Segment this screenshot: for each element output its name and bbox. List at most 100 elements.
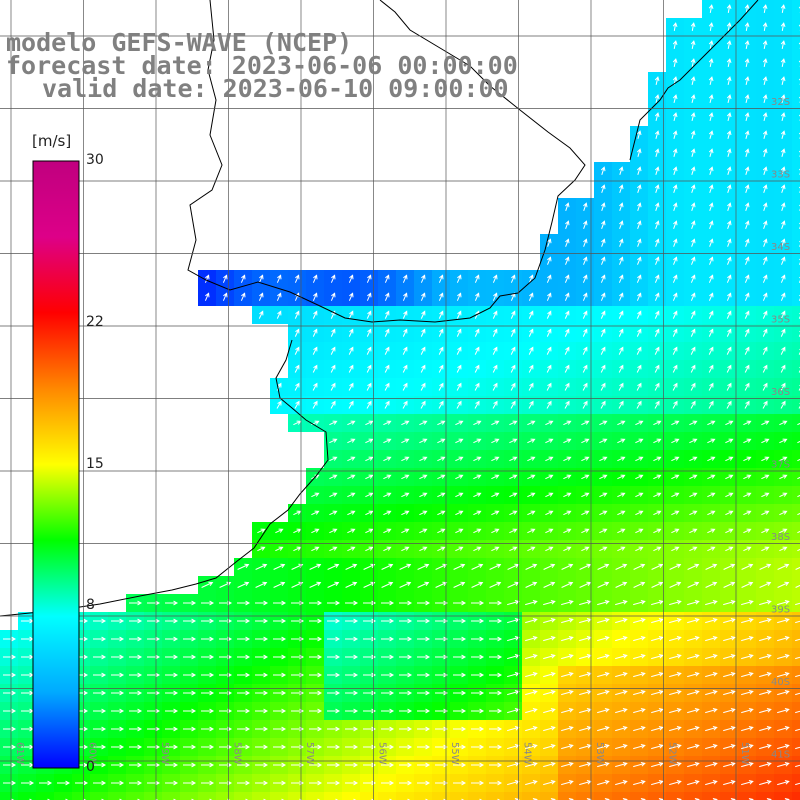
wind-arrow [600,382,606,391]
wind-arrow [726,94,732,104]
wind-arrow [781,238,786,247]
wind-arrow [309,654,323,660]
wind-arrow [255,618,269,624]
wind-arrow [93,708,107,714]
wind-arrow [420,346,426,355]
wind-arrow [309,563,322,570]
field-cell [792,576,800,594]
wind-arrow [456,274,462,283]
wind-arrow [473,510,482,516]
wind-arrow [363,780,377,786]
wind-arrow [543,636,556,642]
wind-arrow [743,438,752,444]
wind-arrow [582,274,588,283]
wind-arrow [438,382,444,391]
wind-arrow [763,220,768,229]
wind-arrow [111,708,125,714]
wind-arrow [345,618,359,624]
wind-arrow [600,310,606,319]
wind-arrow [402,364,408,373]
wind-arrow [327,636,341,642]
wind-arrow [165,654,179,660]
wind-arrow [636,400,642,409]
wind-arrow [777,600,790,606]
wind-arrow [636,130,642,139]
wind-arrow [455,438,464,444]
wind-arrow [438,310,444,319]
wind-arrow [672,364,678,373]
field-cell [792,504,800,522]
wind-arrow [402,346,408,355]
wind-arrow [419,528,428,534]
wind-arrow [708,364,714,373]
wind-arrow [727,202,732,211]
wind-arrow [762,274,768,283]
wind-arrow [401,438,410,444]
wind-arrow [419,474,428,480]
wind-arrow [705,563,718,570]
wind-arrow [455,528,464,534]
wind-arrow [633,708,646,714]
colorbar-tick-15: 15 [86,455,104,472]
field-cell [792,702,800,720]
wind-arrow [618,166,624,175]
wind-arrow [618,328,624,337]
wind-arrow [689,456,698,462]
field-cell [792,72,800,90]
wind-arrow [401,528,410,534]
wind-arrow [489,744,503,750]
wind-arrow [672,94,678,104]
wind-arrow [3,780,17,786]
wind-arrow [651,636,664,642]
wind-arrow [762,94,768,104]
wind-arrow [705,618,718,624]
wind-arrow [600,346,606,355]
wind-arrow [618,382,624,391]
wind-arrow [777,618,790,624]
wind-arrow [797,548,800,552]
wind-arrow [689,474,698,480]
wind-arrow [348,292,354,301]
wind-arrow [365,510,374,516]
wind-arrow [546,382,552,391]
wind-arrow [438,292,444,301]
wind-arrow [687,708,700,714]
wind-arrow [600,292,606,301]
wind-arrow [583,238,588,247]
wind-arrow [615,654,628,660]
wind-arrow [779,456,788,462]
wind-arrow [617,528,626,534]
wind-arrow [491,420,500,426]
wind-arrow [455,510,464,516]
wind-arrow [435,780,449,786]
wind-arrow [453,563,466,570]
valid-date: valid date: 2023-06-10 09:00:00 [42,74,509,103]
wind-arrow [795,602,800,606]
field-cell [414,792,432,800]
wind-arrow [795,782,800,786]
coastline-south [0,339,329,617]
wind-arrow [345,581,358,588]
colorbar-tick-30: 30 [86,152,104,168]
wind-arrow [273,708,287,714]
wind-arrow [708,112,714,122]
field-cell [288,792,306,800]
wind-arrow [456,310,462,319]
wind-arrow [363,581,376,588]
wind-arrow [276,382,282,391]
wind-arrow [201,581,214,588]
wind-arrow [723,690,736,696]
wind-arrow [619,220,624,229]
wind-arrow [582,310,588,319]
wind-arrow [633,618,646,624]
field-cell [432,792,450,800]
wind-arrow [723,708,736,714]
wind-arrow [725,420,734,426]
wind-arrow [579,563,592,570]
field-cell [216,792,234,800]
wind-arrow [777,690,790,696]
wind-arrow [651,654,664,660]
wind-arrow [690,40,696,50]
wind-direction-arrows [3,4,800,800]
wind-arrow [708,4,714,13]
